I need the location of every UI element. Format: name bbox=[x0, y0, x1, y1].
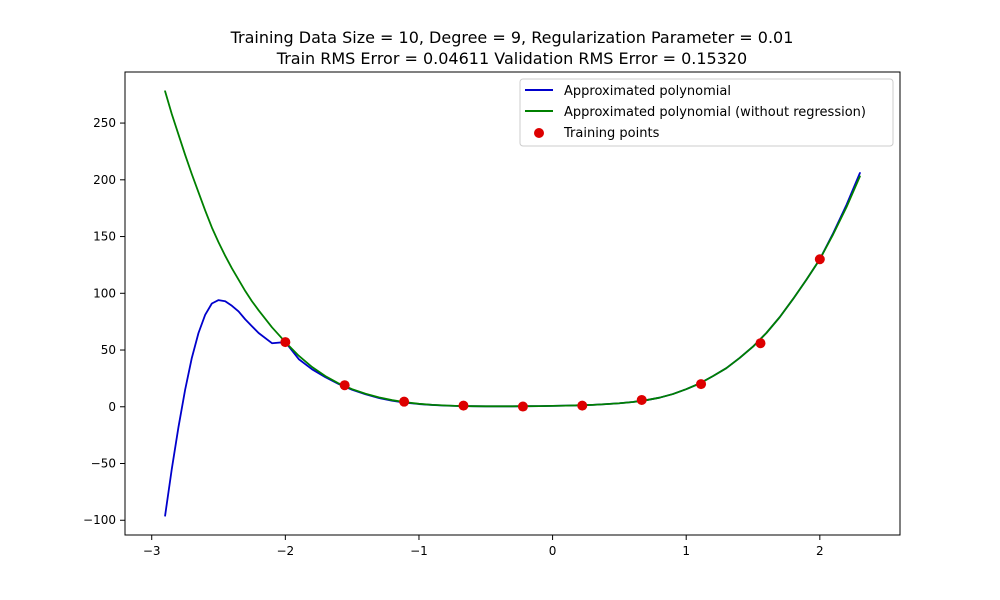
y-tick-label: 100 bbox=[93, 286, 116, 300]
legend-label-training-points: Training points bbox=[563, 126, 660, 141]
training-point bbox=[280, 337, 291, 348]
legend-label-approximated: Approximated polynomial bbox=[564, 84, 731, 99]
training-point bbox=[517, 401, 528, 412]
x-tick-label: −1 bbox=[410, 544, 428, 558]
points-layer bbox=[280, 254, 825, 412]
x-axis: −3 −2 −1 0 1 2 bbox=[143, 535, 824, 558]
y-tick-label: 250 bbox=[93, 116, 116, 130]
y-tick-label: 50 bbox=[101, 343, 116, 357]
training-point bbox=[636, 394, 647, 405]
y-tick-label: −50 bbox=[91, 457, 116, 471]
chart-title-line-2: Train RMS Error = 0.04611 Validation RMS… bbox=[276, 49, 747, 68]
x-tick-label: −3 bbox=[143, 544, 161, 558]
chart-title-line-1: Training Data Size = 10, Degree = 9, Reg… bbox=[230, 28, 794, 47]
y-tick-label: 150 bbox=[93, 230, 116, 244]
training-point bbox=[399, 396, 410, 407]
training-point bbox=[577, 400, 588, 411]
legend-label-without-regression: Approximated polynomial (without regress… bbox=[564, 105, 866, 120]
training-point bbox=[755, 338, 766, 349]
y-tick-label: 200 bbox=[93, 173, 116, 187]
training-point bbox=[814, 254, 825, 265]
x-tick-label: 2 bbox=[816, 544, 824, 558]
plot-area bbox=[124, 71, 901, 536]
x-tick-label: −2 bbox=[276, 544, 294, 558]
legend: Approximated polynomial Approximated pol… bbox=[519, 78, 894, 147]
x-tick-label: 0 bbox=[549, 544, 557, 558]
x-tick-label: 1 bbox=[682, 544, 690, 558]
y-axis: −100 −50 0 50 100 150 200 250 bbox=[83, 116, 125, 527]
training-point bbox=[339, 380, 350, 391]
y-tick-label: −100 bbox=[83, 513, 116, 527]
training-point bbox=[458, 400, 469, 411]
plot-frame bbox=[124, 71, 901, 536]
legend-box bbox=[519, 78, 894, 147]
training-point bbox=[696, 379, 707, 390]
legend-swatch-training-points bbox=[534, 128, 544, 138]
y-tick-label: 0 bbox=[108, 400, 116, 414]
